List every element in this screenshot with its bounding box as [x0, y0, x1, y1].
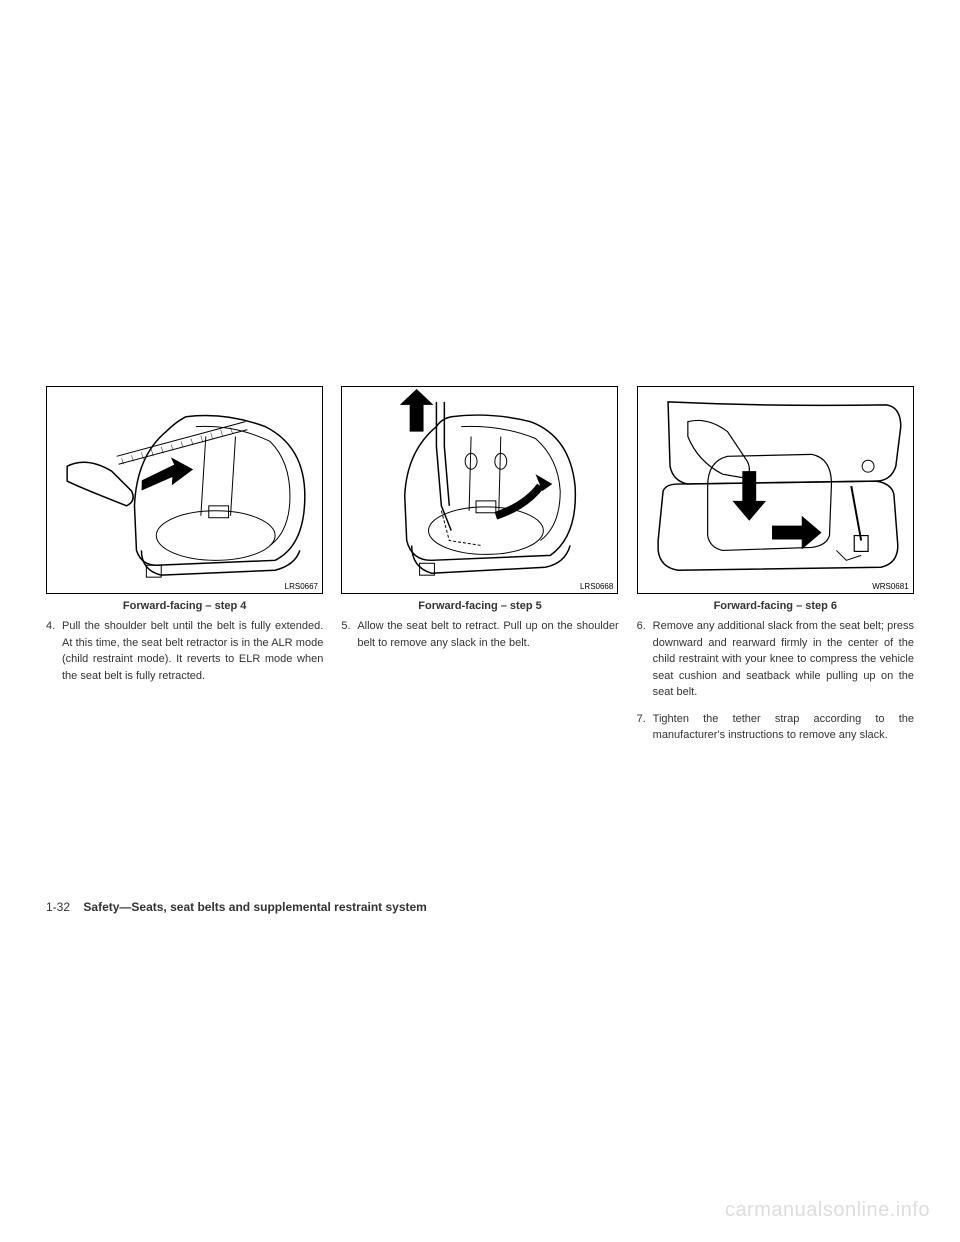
- car-seat-press-down-illustration: [638, 387, 913, 593]
- instruction-list-2: 5. Allow the seat belt to retract. Pull …: [341, 618, 618, 651]
- instruction-item-5: 5. Allow the seat belt to retract. Pull …: [341, 618, 618, 651]
- column-2: LRS0668 Forward-facing – step 5 5. Allow…: [341, 386, 618, 754]
- column-1: LRS0667 Forward-facing – step 4 4. Pull …: [46, 386, 323, 754]
- caption-step-6: Forward-facing – step 6: [637, 600, 914, 612]
- instruction-number: 5.: [341, 618, 357, 651]
- columns-container: LRS0667 Forward-facing – step 4 4. Pull …: [46, 386, 914, 754]
- page-footer: 1-32 Safety—Seats, seat belts and supple…: [46, 900, 427, 914]
- instruction-list-1: 4. Pull the shoulder belt until the belt…: [46, 618, 323, 684]
- instruction-number: 6.: [637, 618, 653, 701]
- instruction-text: Remove any additional slack from the sea…: [653, 618, 914, 701]
- instruction-item-6: 6. Remove any additional slack from the …: [637, 618, 914, 701]
- watermark: carmanualsonline.info: [725, 1199, 930, 1222]
- illustration-code-1: LRS0667: [285, 582, 318, 591]
- illustration-step-6: WRS0681: [637, 386, 914, 594]
- instruction-item-4: 4. Pull the shoulder belt until the belt…: [46, 618, 323, 684]
- car-seat-belt-retract-illustration: [342, 387, 617, 593]
- illustration-code-3: WRS0681: [872, 582, 908, 591]
- illustration-code-2: LRS0668: [580, 582, 613, 591]
- illustration-step-5: LRS0668: [341, 386, 618, 594]
- car-seat-belt-pull-illustration: [47, 387, 322, 593]
- instruction-item-7: 7. Tighten the tether strap according to…: [637, 711, 914, 744]
- illustration-step-4: LRS0667: [46, 386, 323, 594]
- instruction-text: Pull the shoulder belt until the belt is…: [62, 618, 323, 684]
- instruction-list-3: 6. Remove any additional slack from the …: [637, 618, 914, 744]
- page-number: 1-32: [46, 900, 70, 914]
- footer-spacer: [73, 900, 80, 914]
- column-3: WRS0681 Forward-facing – step 6 6. Remov…: [637, 386, 914, 754]
- content-area: LRS0667 Forward-facing – step 4 4. Pull …: [46, 386, 914, 754]
- caption-step-4: Forward-facing – step 4: [46, 600, 323, 612]
- instruction-number: 4.: [46, 618, 62, 684]
- instruction-number: 7.: [637, 711, 653, 744]
- instruction-text: Tighten the tether strap according to th…: [653, 711, 914, 744]
- section-title: Safety—Seats, seat belts and supplementa…: [83, 900, 426, 914]
- caption-step-5: Forward-facing – step 5: [341, 600, 618, 612]
- instruction-text: Allow the seat belt to retract. Pull up …: [357, 618, 618, 651]
